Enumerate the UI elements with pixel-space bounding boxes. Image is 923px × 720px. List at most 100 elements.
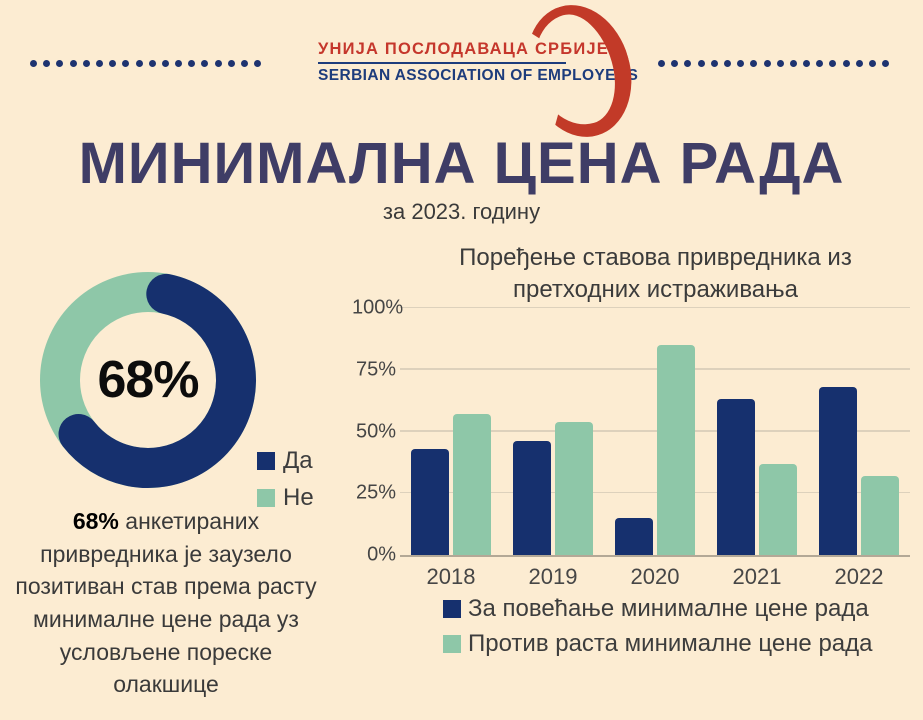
dot — [842, 60, 850, 67]
bar-chart-title: Поређење ставова привредника из претходн… — [459, 244, 852, 304]
x-axis-tick-label: 2020 — [630, 564, 680, 589]
donut-legend-item: Не — [257, 484, 314, 512]
legend-label: Против раста минималне цене рада — [468, 630, 873, 657]
bar — [411, 448, 449, 555]
dot — [697, 60, 705, 67]
bar-group-2021 — [717, 399, 797, 555]
gridline — [400, 491, 910, 494]
bar — [453, 414, 491, 555]
legend-label: Да — [283, 447, 313, 474]
dot — [43, 60, 51, 67]
dotted-divider-left — [30, 60, 262, 67]
y-axis-tick-label: 75% — [355, 358, 396, 381]
dot — [227, 60, 235, 67]
bar-group-2018 — [411, 414, 491, 555]
dot — [855, 60, 863, 67]
gridline — [400, 430, 910, 432]
x-axis-tick-label: 2022 — [834, 564, 884, 589]
bar-chart-plot: 0% 25% 50% 75% 100% — [352, 297, 910, 566]
dot — [737, 60, 745, 67]
dot — [763, 60, 771, 67]
bar — [657, 345, 695, 555]
page-subtitle: за 2023. годину — [382, 199, 541, 224]
bar-chart: 0% 25% 50% 75% 100% 2018 2019 2020 2021 2022 — [352, 297, 915, 589]
dot — [188, 60, 196, 67]
donut-legend-item: Да — [257, 447, 314, 475]
dot — [69, 60, 77, 67]
legend-label: За повећање минималне цене рада — [468, 595, 869, 622]
logo-divider-line — [318, 62, 566, 64]
bar — [759, 463, 797, 555]
legend-swatch-icon — [257, 489, 275, 507]
dot — [30, 60, 37, 67]
bar-group-2020 — [615, 345, 695, 555]
dot — [750, 60, 758, 67]
bar — [717, 399, 755, 555]
donut-caption-text: анкетираних привредника је заузело позит… — [15, 508, 317, 698]
legend-swatch-icon — [443, 635, 461, 653]
donut-slice-yes — [40, 272, 256, 488]
bar — [861, 475, 899, 555]
dot — [658, 60, 665, 67]
dot — [816, 60, 824, 67]
dot — [684, 60, 692, 67]
dot — [214, 60, 222, 67]
donut-chart-svg — [40, 272, 256, 488]
dot — [671, 60, 679, 67]
bar-chart-legend-item: Против раста минималне цене рада — [443, 630, 873, 658]
y-axis-tick-label: 100% — [352, 296, 404, 319]
organization-logo: УНИЈА ПОСЛОДАВАЦА СРБИЈЕ SERBIAN ASSOCIA… — [318, 40, 639, 85]
donut-caption: 68% анкетираних привредника је заузело п… — [12, 505, 320, 701]
dot — [122, 60, 130, 67]
bar-chart-x-axis: 2018 2019 2020 2021 2022 — [400, 557, 910, 589]
dot — [254, 60, 262, 67]
dot — [148, 60, 156, 67]
org-name-serbian: УНИЈА ПОСЛОДАВАЦА СРБИЈЕ — [318, 40, 609, 58]
donut-legend: Да Не — [257, 447, 314, 512]
legend-label: Не — [283, 484, 314, 511]
donut-caption-lead: 68% — [72, 508, 119, 534]
dot — [789, 60, 797, 67]
dot — [109, 60, 117, 67]
dot — [82, 60, 90, 67]
bar — [555, 421, 593, 555]
bar — [513, 441, 551, 555]
x-axis-tick-label: 2021 — [732, 564, 782, 589]
legend-swatch-icon — [257, 452, 275, 470]
bar — [615, 517, 653, 555]
dot — [869, 60, 876, 67]
bar-group-2022 — [819, 387, 899, 555]
dot — [882, 60, 890, 67]
gridline — [400, 368, 910, 370]
dot — [135, 60, 143, 67]
dot — [829, 60, 837, 67]
dot — [710, 60, 718, 67]
page-title: МИНИМАЛНА ЦЕНА РАДА — [78, 131, 845, 196]
dot — [776, 60, 784, 67]
dotted-divider-right — [658, 60, 890, 67]
dot — [803, 60, 811, 67]
y-axis-tick-label: 50% — [355, 420, 396, 442]
dot — [201, 60, 209, 67]
legend-swatch-icon — [443, 600, 461, 618]
bar-chart-legend-item: За повећање минималне цене рада — [443, 595, 873, 623]
x-axis-tick-label: 2019 — [528, 564, 578, 589]
bar — [819, 387, 857, 555]
donut-chart: 68% — [38, 270, 258, 490]
crescent-logo-icon — [511, 0, 647, 150]
org-name-english: SERBIAN ASSOCIATION OF EMPLOYERS — [318, 67, 639, 84]
dot — [175, 60, 183, 67]
donut-center-label: 68% — [97, 351, 199, 409]
dot — [161, 60, 169, 67]
dot — [241, 60, 248, 67]
y-axis-tick-label: 25% — [355, 481, 396, 504]
gridline — [400, 306, 910, 308]
dot — [723, 60, 731, 67]
dot — [56, 60, 64, 67]
y-axis-tick-label: 0% — [367, 543, 396, 566]
x-axis-tick-label: 2018 — [426, 564, 476, 589]
bar-chart-legend: За повећање минималне цене рада Против ра… — [443, 595, 873, 658]
bar-group-2019 — [513, 421, 593, 555]
dot — [95, 60, 103, 67]
